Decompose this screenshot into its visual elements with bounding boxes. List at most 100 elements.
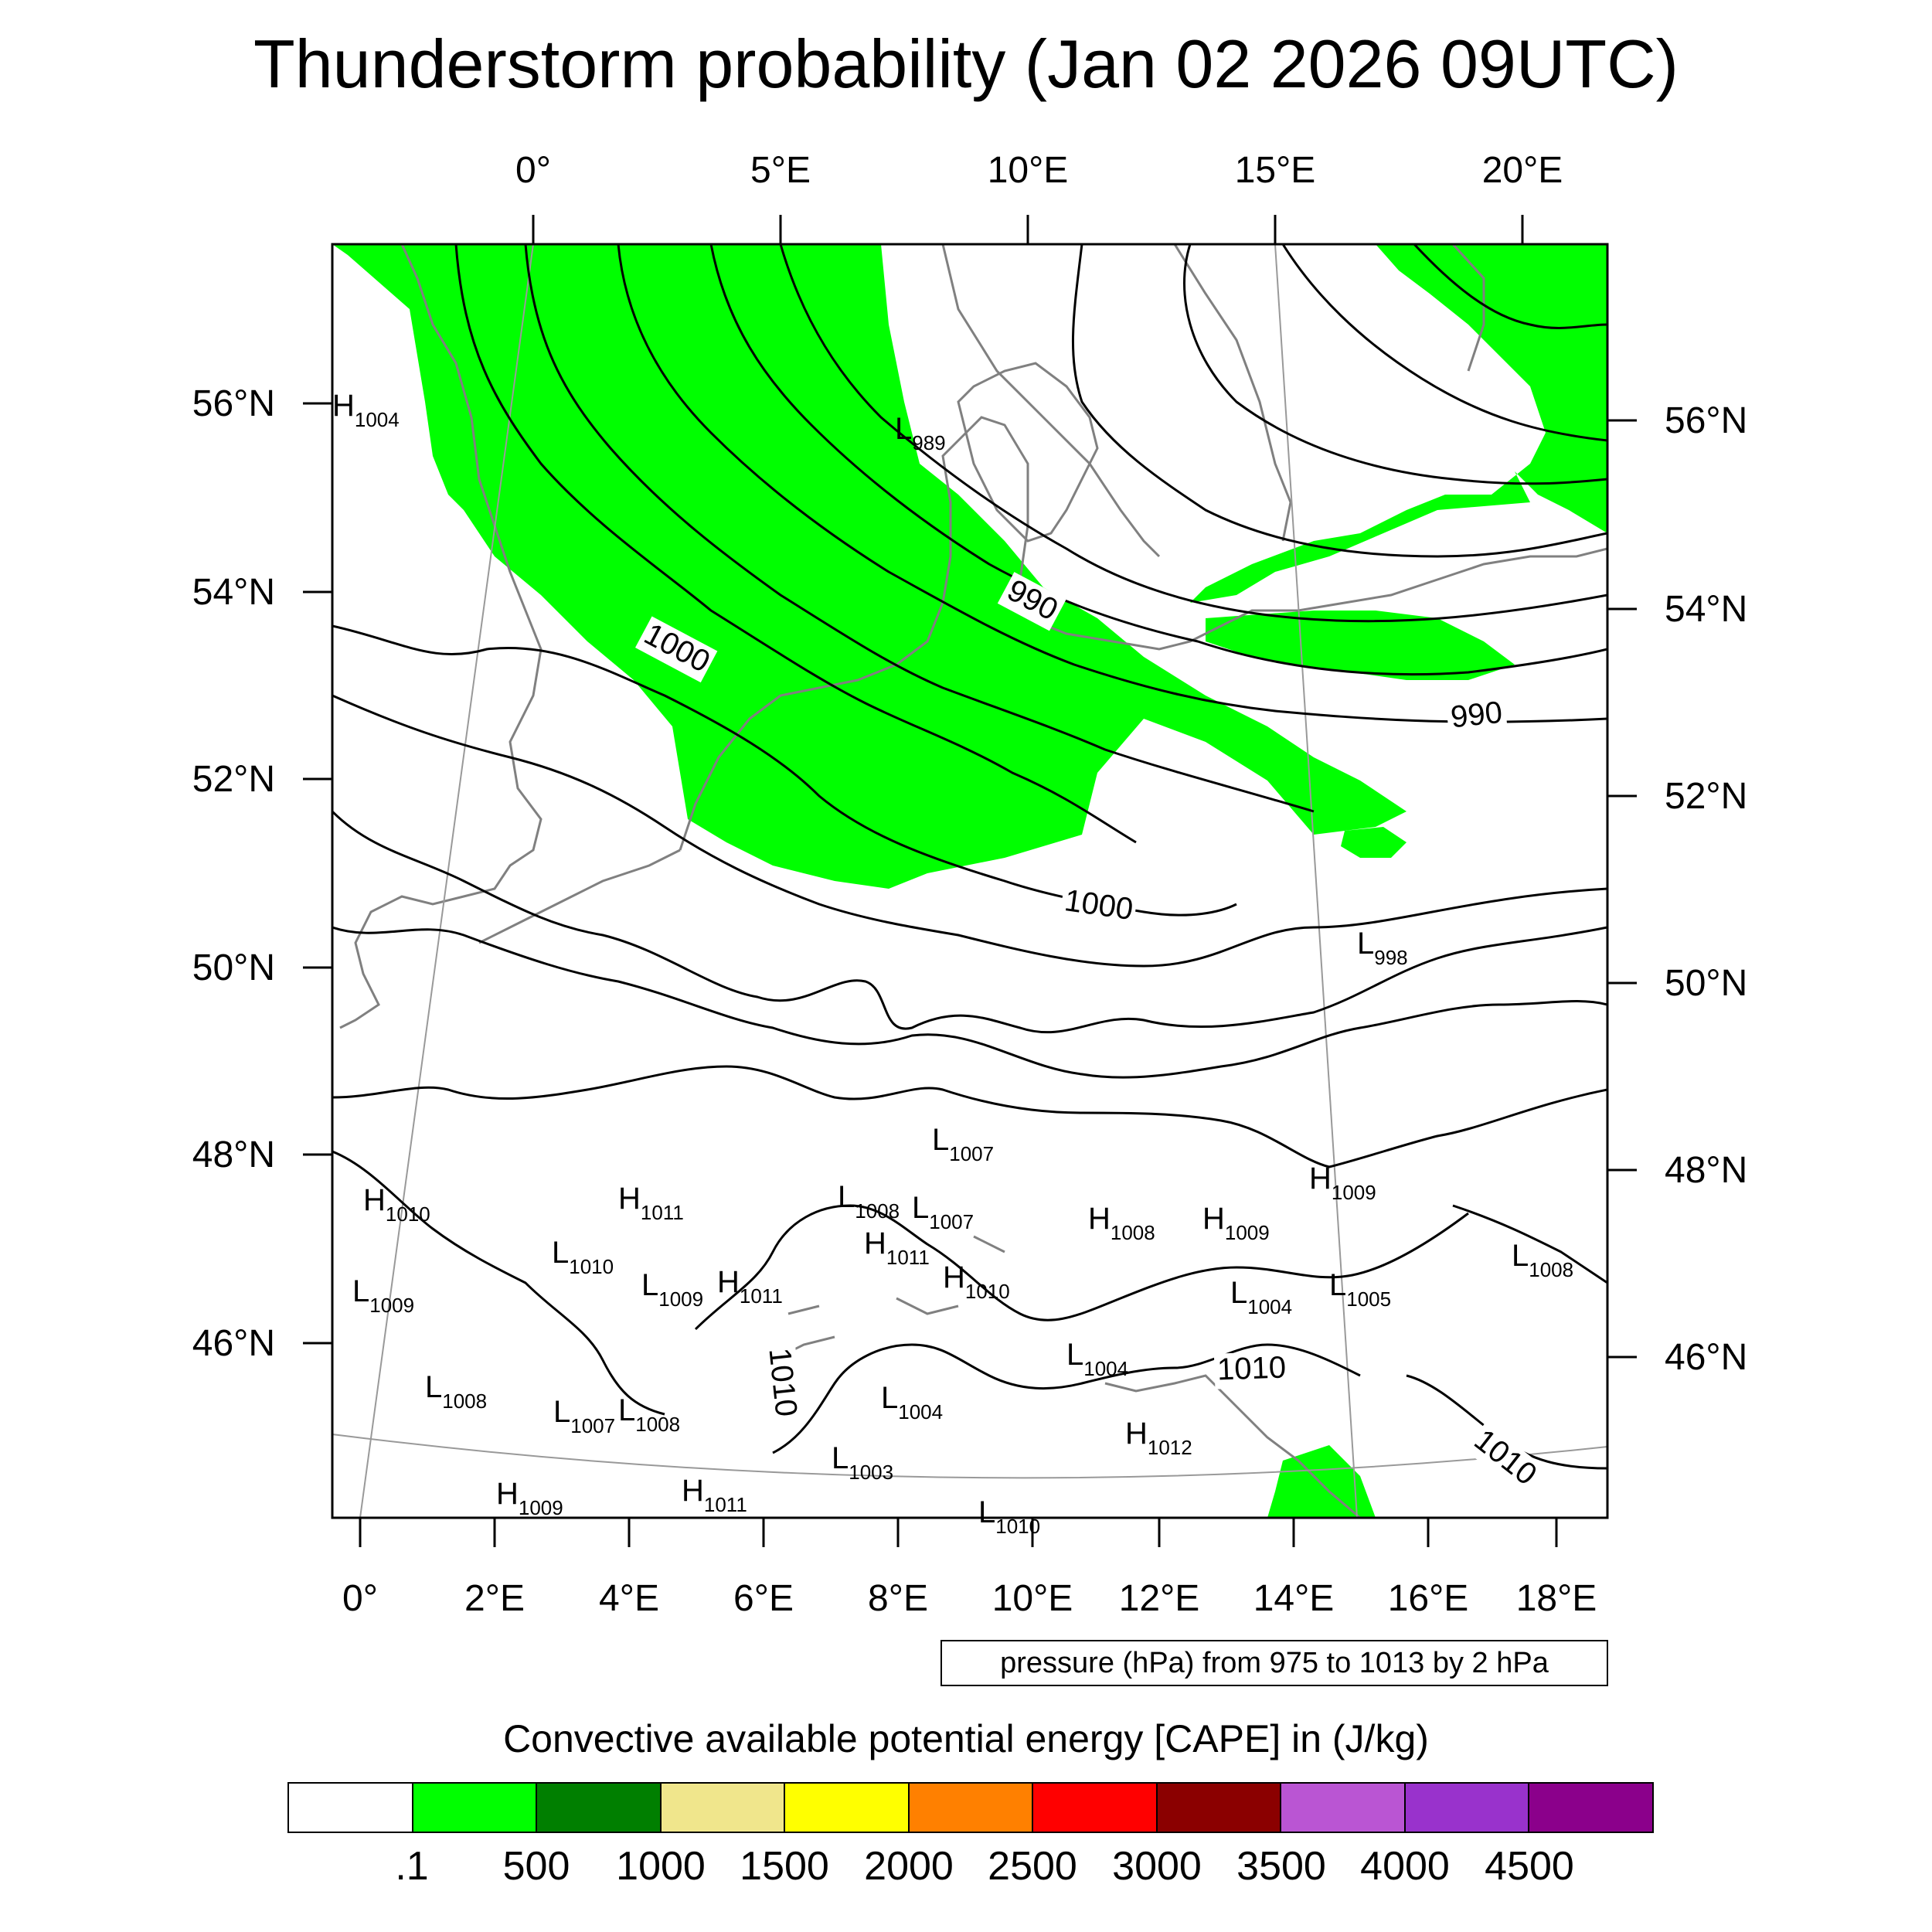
isobar-label: 1010 [1216, 1350, 1286, 1386]
isobar [617, 244, 1607, 723]
bottom-lon-label: 14°E [1253, 1578, 1335, 1619]
isobar [709, 244, 1607, 676]
cape-shading [332, 244, 1607, 1518]
isobar [772, 1343, 1361, 1454]
pressure-center: L1004 [1066, 1338, 1128, 1380]
coastline-english-channel [478, 849, 681, 944]
meridian-15e [1274, 243, 1358, 1519]
colorbar-label: 3500 [1236, 1844, 1326, 1889]
colorbar-segment [661, 1784, 786, 1832]
pressure-center: H1012 [1125, 1417, 1192, 1459]
cape-area-adriatic [1267, 1445, 1376, 1518]
colorbar-label: 2500 [988, 1844, 1077, 1889]
top-lon-label: 0° [515, 150, 551, 191]
top-lon-label: 15°E [1235, 150, 1316, 191]
isobar [694, 1204, 1469, 1331]
top-lon-label: 20°E [1482, 150, 1563, 191]
colorbar-segment [413, 1784, 538, 1832]
pressure-center: L1008 [838, 1180, 900, 1223]
pressure-center: L1008 [1512, 1239, 1573, 1281]
bottom-lon-label: 10°E [992, 1578, 1073, 1619]
coastline-sweden [941, 244, 1485, 558]
colorbar-label: .1 [395, 1844, 429, 1889]
pressure-center: H1009 [1202, 1202, 1270, 1244]
pressure-center: L1009 [641, 1268, 703, 1311]
meridian-0 [359, 243, 534, 1519]
colorbar-segment [537, 1784, 662, 1832]
bottom-lon-label: 16°E [1388, 1578, 1469, 1619]
bottom-lon-label: 0° [342, 1578, 378, 1619]
isobar [454, 244, 1137, 844]
isobar [1281, 244, 1607, 442]
coastline-continent [679, 416, 1607, 851]
pressure-center: H1009 [496, 1477, 563, 1519]
left-lat-label: 48°N [192, 1134, 275, 1175]
pressure-center: H1010 [943, 1260, 1010, 1303]
tick-marks [303, 215, 1637, 1547]
top-lon-labels: 0° 5°E 10°E 15°E 20°E [515, 150, 1563, 191]
pressure-center: L1007 [912, 1191, 974, 1233]
isobar [332, 926, 1607, 1079]
colorbar-segment [785, 1784, 910, 1832]
right-lat-label: 54°N [1665, 589, 1747, 630]
pressure-center: L989 [895, 412, 946, 454]
left-lat-label: 52°N [192, 759, 275, 800]
legend-title: Convective available potential energy [C… [503, 1717, 1429, 1760]
coastline-adriatic [1104, 1374, 1361, 1518]
right-lat-label: 50°N [1665, 963, 1747, 1004]
isobar [1413, 244, 1607, 329]
chart-title: Thunderstorm probability (Jan 02 2026 09… [253, 26, 1679, 102]
pressure-center: L1004 [881, 1381, 943, 1423]
graticule [332, 243, 1608, 1519]
bottom-lon-label: 12°E [1119, 1578, 1200, 1619]
pressure-center: L998 [1357, 927, 1408, 969]
left-lat-label: 50°N [192, 947, 275, 988]
left-lat-labels: 56°N 54°N 52°N 50°N 48°N 46°N [192, 383, 275, 1364]
pressure-center: L1010 [978, 1495, 1040, 1538]
bottom-lon-label: 4°E [599, 1578, 659, 1619]
coastline-britain [339, 244, 543, 1029]
colorbar-label: 500 [502, 1844, 570, 1889]
pressure-info-box: pressure (hPa) from 975 to 1013 by 2 hPa [940, 1640, 1608, 1686]
pressure-center: H1009 [1309, 1162, 1376, 1204]
bottom-lon-label: 18°E [1516, 1578, 1597, 1619]
pressure-center: L1008 [618, 1393, 680, 1436]
coastline-alpine-lakes [772, 1235, 1005, 1362]
isobar [332, 1065, 1607, 1168]
pressure-center: L1003 [832, 1441, 893, 1484]
coastline-denmark [957, 362, 1099, 543]
isobar [332, 1150, 665, 1416]
pressure-center: H1011 [864, 1226, 930, 1269]
right-lat-label: 56°N [1665, 400, 1747, 441]
parallel-45n [332, 1434, 1608, 1479]
cape-area-poland [1206, 611, 1515, 680]
map-border [331, 243, 1609, 1519]
isobar [1071, 244, 1607, 558]
bottom-lon-label: 2°E [464, 1578, 525, 1619]
colorbar-segment [1281, 1784, 1406, 1832]
pressure-center: H1004 [332, 389, 400, 431]
left-lat-label: 54°N [192, 572, 275, 613]
pressure-center: H1010 [363, 1183, 430, 1226]
bottom-lon-labels: 0° 2°E 4°E 6°E 8°E 10°E 12°E 14°E 16°E 1… [342, 1578, 1597, 1619]
pressure-center: L1007 [932, 1123, 994, 1165]
colorbar-label: 1500 [740, 1844, 829, 1889]
pressure-center: H1011 [618, 1182, 684, 1224]
pressure-center: L1008 [425, 1370, 487, 1413]
left-lat-label: 46°N [192, 1323, 275, 1364]
colorbar-label: 4000 [1360, 1844, 1450, 1889]
top-lon-label: 10°E [988, 150, 1069, 191]
right-lat-labels: 56°N 54°N 52°N 50°N 48°N 46°N [1665, 400, 1747, 1378]
pressure-center: H1011 [717, 1265, 783, 1308]
colorbar-label: 1000 [616, 1844, 706, 1889]
pressure-center: H1008 [1088, 1202, 1155, 1244]
isobar [779, 244, 1607, 623]
bottom-lon-label: 6°E [733, 1578, 794, 1619]
cape-area-baltic [1190, 244, 1607, 603]
isobar [332, 694, 1607, 968]
pressure-center: L1007 [553, 1395, 615, 1437]
top-lon-label: 5°E [750, 150, 811, 191]
colorbar-label: 2000 [864, 1844, 954, 1889]
isobar [524, 244, 1315, 813]
